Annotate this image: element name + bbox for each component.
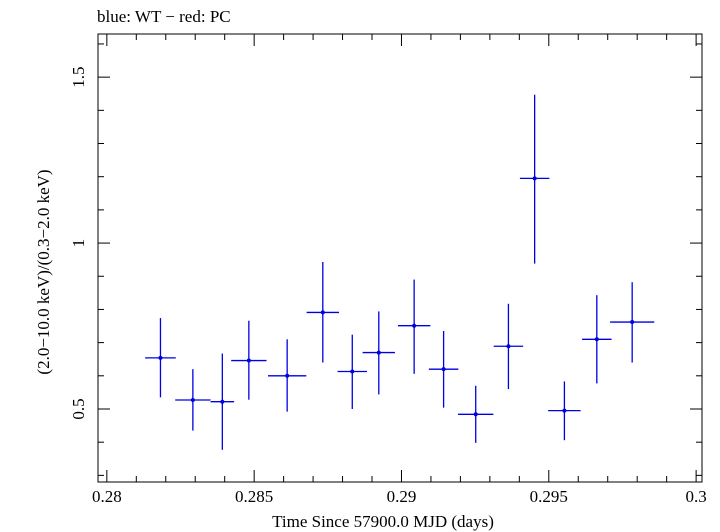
series-wt — [145, 94, 655, 450]
point-marker — [246, 358, 251, 363]
point-marker — [376, 350, 381, 355]
x-tick-label: 0.295 — [530, 487, 568, 506]
data-point — [145, 318, 176, 398]
x-tick-label: 0.3 — [685, 487, 706, 506]
point-marker — [412, 323, 417, 328]
data-point — [548, 381, 581, 441]
axis-tick-labels: 0.28 0.285 0.29 0.295 0.3 0.5 1 1.5 — [69, 67, 707, 506]
x-axis-label: Time Since 57900.0 MJD (days) — [272, 512, 494, 531]
y-axis-label: (2.0−10.0 keV)/(0.3−2.0 keV) — [34, 169, 53, 374]
x-tick-label: 0.29 — [387, 487, 417, 506]
data-point — [610, 282, 655, 363]
y-tick-label: 1.5 — [69, 67, 88, 88]
axis-ticks — [98, 34, 702, 482]
point-marker — [594, 337, 599, 342]
data-point — [458, 385, 494, 443]
data-point — [210, 353, 235, 450]
point-marker — [350, 369, 355, 374]
point-marker — [630, 320, 635, 325]
data-point — [268, 339, 307, 412]
point-marker — [220, 399, 225, 404]
point-marker — [473, 412, 478, 417]
y-tick-label: 0.5 — [69, 398, 88, 419]
point-marker — [562, 408, 567, 413]
data-point — [519, 94, 550, 264]
data-point — [428, 331, 459, 408]
point-marker — [158, 355, 163, 360]
point-marker — [441, 367, 446, 372]
data-point — [362, 311, 395, 395]
point-marker — [506, 344, 511, 349]
x-tick-label: 0.285 — [235, 487, 273, 506]
data-points — [145, 94, 655, 450]
point-marker — [190, 398, 195, 403]
point-marker — [532, 176, 537, 181]
data-point — [231, 320, 267, 400]
data-point — [175, 369, 211, 431]
data-point — [337, 334, 368, 409]
chart-title: blue: WT − red: PC — [97, 7, 231, 26]
point-marker — [285, 373, 290, 378]
point-marker — [320, 310, 325, 315]
x-tick-label: 0.28 — [92, 487, 122, 506]
plot-frame — [97, 33, 703, 483]
data-point — [493, 303, 524, 390]
data-point — [306, 261, 340, 363]
data-point — [397, 279, 431, 374]
data-point — [582, 295, 612, 384]
y-tick-label: 1 — [69, 239, 88, 248]
